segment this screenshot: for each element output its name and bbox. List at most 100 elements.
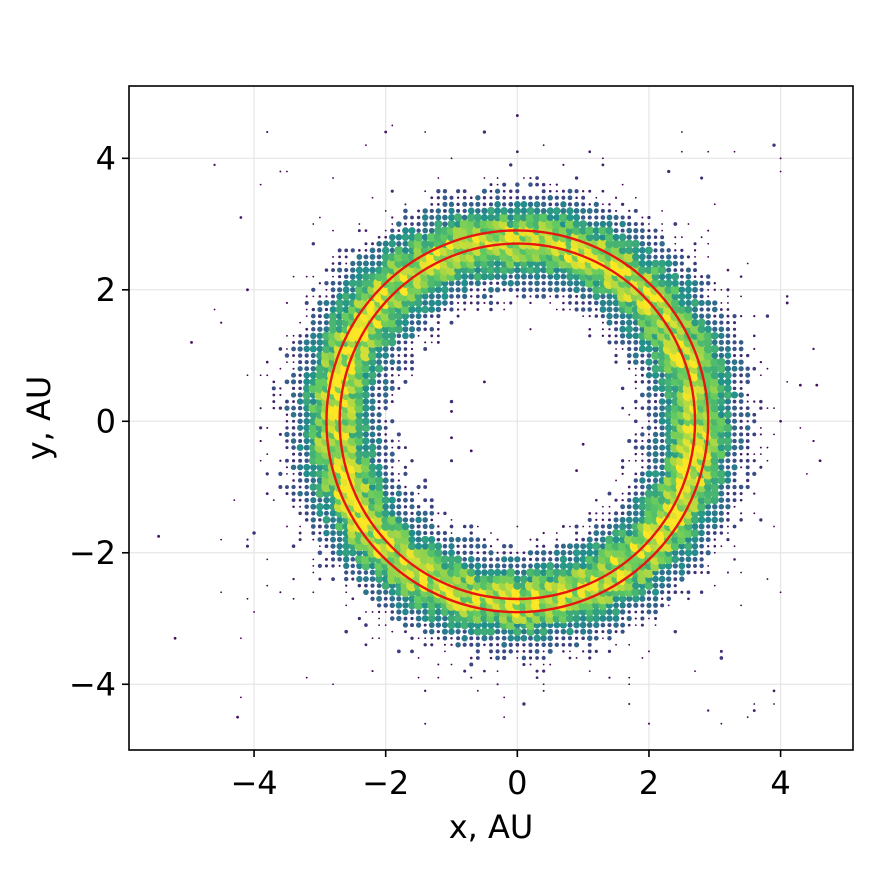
data-point (592, 279, 600, 287)
data-point (534, 195, 540, 200)
data-point (654, 426, 658, 430)
data-point (595, 196, 598, 199)
data-point (391, 446, 394, 449)
data-point (489, 656, 493, 660)
data-point (724, 384, 732, 393)
data-point (745, 458, 750, 463)
data-point (312, 275, 315, 278)
data-point (345, 262, 348, 265)
data-point (542, 689, 545, 692)
data-point (369, 569, 376, 576)
data-point (304, 458, 309, 463)
data-point (388, 510, 396, 517)
data-point (646, 241, 652, 246)
data-point (397, 445, 401, 450)
data-point (641, 657, 644, 659)
data-point (272, 499, 275, 502)
data-point (265, 472, 269, 476)
data-point (388, 332, 397, 340)
data-point (350, 570, 356, 575)
data-point (546, 207, 554, 215)
data-point (612, 595, 620, 603)
data-point (540, 621, 548, 629)
data-point (554, 557, 560, 562)
data-point (604, 232, 615, 242)
data-point (394, 311, 404, 321)
data-point (173, 636, 177, 640)
data-point (626, 227, 633, 234)
data-point (495, 281, 500, 285)
reference-circle (338, 242, 697, 601)
data-point (700, 236, 703, 239)
data-point (393, 252, 404, 262)
data-point (336, 549, 344, 557)
data-point (700, 176, 704, 180)
data-point (732, 491, 737, 496)
data-point (527, 201, 534, 208)
data-point (641, 453, 644, 456)
data-point (408, 595, 416, 603)
data-point (710, 344, 719, 354)
data-point (759, 518, 763, 522)
data-point (457, 301, 460, 305)
data-point (615, 348, 617, 350)
data-point (502, 551, 506, 555)
data-point (285, 485, 289, 489)
data-point (582, 315, 585, 317)
data-point (645, 470, 653, 478)
data-point (378, 637, 381, 640)
data-point (509, 163, 513, 167)
data-point (717, 391, 726, 399)
data-point (640, 360, 645, 365)
data-point (252, 531, 256, 535)
data-point (364, 643, 368, 647)
data-point (541, 195, 546, 200)
data-point (653, 248, 658, 253)
data-point (383, 464, 389, 470)
data-point (652, 582, 659, 589)
data-point (345, 604, 348, 607)
data-point (395, 602, 403, 609)
data-point (534, 287, 540, 293)
data-point (658, 575, 666, 583)
data-point (455, 536, 461, 543)
data-point (476, 689, 479, 692)
data-point (312, 558, 315, 561)
data-point (370, 583, 375, 588)
data-point (291, 544, 296, 548)
data-point (680, 131, 683, 133)
data-point (628, 413, 631, 416)
data-point (671, 292, 680, 301)
data-point (685, 267, 692, 273)
data-point (713, 544, 717, 548)
data-point (494, 207, 502, 215)
data-point (304, 366, 310, 372)
data-point (549, 183, 552, 186)
data-point (514, 273, 521, 280)
data-point (705, 503, 712, 510)
x-tick-label: −2 (362, 764, 409, 802)
data-point (430, 202, 434, 206)
data-point (402, 240, 409, 247)
data-point (303, 345, 310, 353)
data-point (674, 236, 677, 239)
data-point (337, 267, 343, 273)
data-point (573, 280, 580, 287)
data-point (473, 219, 483, 229)
data-point (449, 320, 454, 325)
data-point (447, 621, 456, 630)
data-point (409, 523, 415, 530)
data-point (711, 306, 718, 313)
data-point (298, 432, 303, 437)
data-point (712, 504, 718, 510)
data-point (482, 550, 487, 555)
data-point (350, 563, 356, 569)
data-point (454, 555, 463, 564)
data-point (575, 469, 578, 472)
data-point (304, 359, 309, 365)
data-point (549, 295, 552, 298)
data-point (699, 280, 705, 286)
data-point (653, 419, 658, 424)
data-point (469, 301, 473, 305)
data-point (456, 314, 460, 318)
